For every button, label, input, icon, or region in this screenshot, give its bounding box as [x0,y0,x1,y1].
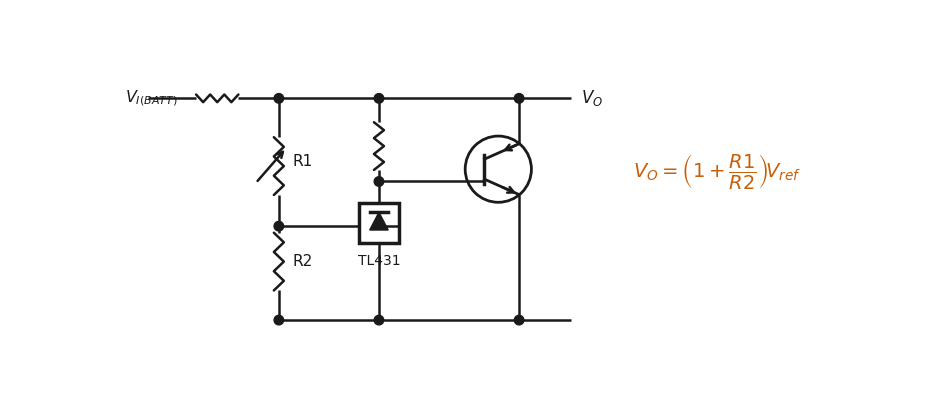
Circle shape [374,315,383,325]
Text: R2: R2 [292,254,313,269]
Text: $V_O = \left(1 + \dfrac{R1}{R2}\right)\!V_{ref}$: $V_O = \left(1 + \dfrac{R1}{R2}\right)\!… [633,152,801,191]
Text: $V_O$: $V_O$ [581,88,603,109]
Circle shape [514,315,524,325]
Bar [359,203,399,243]
Circle shape [274,315,284,325]
Polygon shape [370,212,388,230]
Circle shape [274,93,284,103]
Circle shape [514,93,524,103]
Text: TL431: TL431 [358,254,400,268]
Circle shape [374,177,383,186]
Circle shape [274,221,284,231]
Circle shape [374,93,383,103]
Text: $V_{I(BATT)}$: $V_{I(BATT)}$ [125,89,177,108]
Text: R1: R1 [292,154,313,169]
